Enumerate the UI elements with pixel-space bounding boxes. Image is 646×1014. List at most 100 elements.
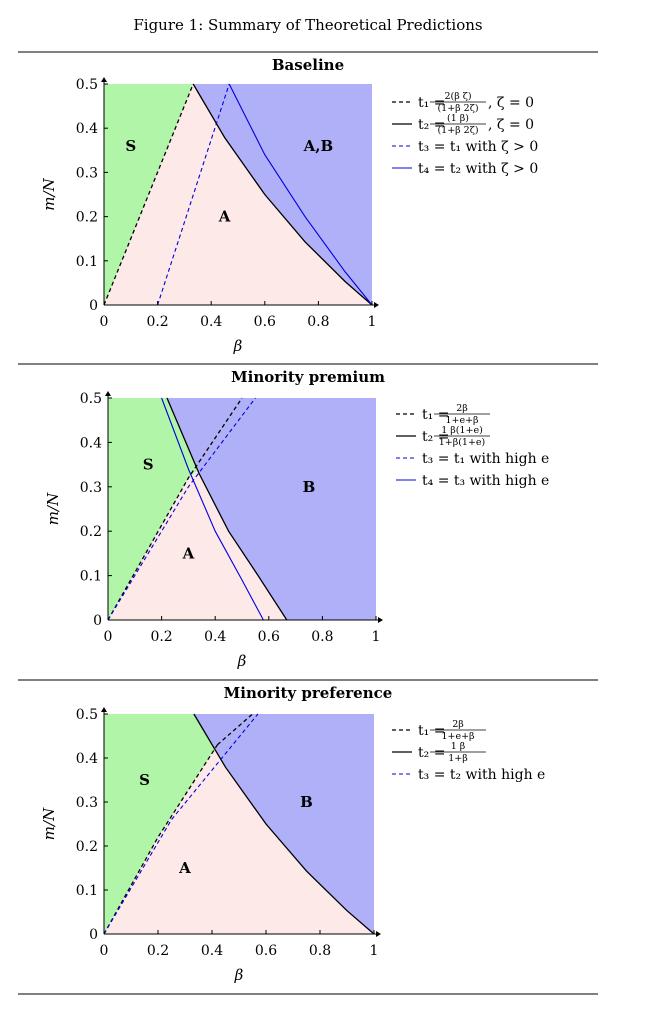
x-tick-label: 0.2 bbox=[146, 314, 168, 330]
legend: t₁ = 2(β ζ)(1+β 2ζ), ζ = 0t₂ = (1 β)(1+β 2… bbox=[392, 91, 538, 177]
y-tick-label: 0.1 bbox=[76, 254, 98, 270]
panel-3: Minority preference S A B 0 0.2 0.4 0.6 0.8 1 0 0.1… bbox=[18, 679, 598, 984]
legend-label-t1: t₁ = bbox=[418, 723, 445, 739]
legend-frac-num-t2: 1 β bbox=[451, 741, 466, 752]
legend-label-t4: t₄ = t₃ with high e bbox=[422, 473, 549, 489]
legend-label-t3: t₃ = t₁ with high e bbox=[422, 451, 549, 467]
curve-t2 bbox=[166, 397, 288, 621]
region-label-a: A bbox=[182, 544, 195, 562]
y-tick-label: 0.4 bbox=[76, 121, 98, 137]
y-tick-label: 0.5 bbox=[76, 707, 98, 723]
region-b bbox=[193, 84, 372, 305]
legend-label-t2: t₂ = bbox=[422, 429, 449, 445]
panel-1: Baseline S A A,B 0 0.2 0.4 0.6 0.8 1 0 0.1 0.2 0.3 0.4… bbox=[18, 51, 598, 355]
figure-title: Figure 1: Summary of Theoretical Predict… bbox=[133, 16, 482, 34]
y-tick-label: 0.1 bbox=[76, 883, 98, 899]
legend-frac-den-t2: 1+β bbox=[448, 753, 468, 764]
x-axis-label: β bbox=[233, 337, 243, 355]
x-tick-label: 0.4 bbox=[201, 943, 223, 959]
y-tick-label: 0.2 bbox=[76, 210, 98, 226]
x-tick-label: 0.8 bbox=[311, 629, 333, 645]
y-axis-arrow bbox=[101, 77, 107, 82]
y-tick-label: 0.3 bbox=[80, 480, 102, 496]
y-tick-label: 0.3 bbox=[76, 165, 98, 181]
y-tick-label: 0.4 bbox=[80, 435, 102, 451]
region-s bbox=[104, 714, 226, 934]
curve-t3 bbox=[107, 397, 256, 621]
y-axis-label: m/N bbox=[40, 807, 58, 840]
curve-t1 bbox=[103, 83, 194, 306]
region-label-b: B bbox=[300, 793, 313, 811]
region-b bbox=[193, 714, 374, 934]
region-label-b: A,B bbox=[303, 137, 334, 155]
y-axis-label: m/N bbox=[44, 492, 62, 525]
y-tick-label: 0.2 bbox=[80, 524, 102, 540]
x-tick-label: 0.2 bbox=[150, 629, 172, 645]
legend-tail-t1: , ζ = 0 bbox=[488, 95, 534, 111]
legend-frac-den-t1: 1+e+β bbox=[445, 415, 479, 426]
panel-title: Minority preference bbox=[224, 684, 393, 702]
legend-label-t3: t₃ = t₁ with ζ > 0 bbox=[418, 139, 538, 155]
panels: Baseline S A A,B 0 0.2 0.4 0.6 0.8 1 0 0.1 0.2 0.3 0.4… bbox=[18, 51, 598, 995]
x-tick-label: 0 bbox=[104, 629, 113, 645]
legend-frac-num-t2: 1 β(1+e) bbox=[441, 425, 483, 436]
panel-title: Minority premium bbox=[231, 368, 385, 386]
legend-label-t1: t₁ = bbox=[418, 95, 445, 111]
legend-frac-num-t1: 2β bbox=[452, 719, 464, 730]
curve-t1-upper bbox=[216, 713, 253, 746]
x-tick-label: 0 bbox=[100, 943, 109, 959]
panel-2: Minority premium S A B 0 0.2 0.4 0.6 0.8 1 0 0.1 0.2… bbox=[18, 363, 598, 670]
x-tick-label: 0.6 bbox=[255, 943, 277, 959]
y-tick-label: 0 bbox=[93, 613, 102, 629]
legend-frac-den-t1: (1+β 2ζ) bbox=[437, 103, 478, 114]
x-tick-label: 1 bbox=[370, 943, 379, 959]
legend-frac-num-t1: 2β bbox=[456, 403, 468, 414]
x-tick-label: 0.8 bbox=[307, 314, 329, 330]
legend-tail-t2: , ζ = 0 bbox=[488, 117, 534, 133]
y-axis-arrow bbox=[105, 391, 111, 396]
legend-frac-den-t2: (1+β 2ζ) bbox=[437, 125, 478, 136]
curve-t2 bbox=[193, 713, 375, 935]
y-tick-label: 0.1 bbox=[80, 569, 102, 585]
curve-t3 bbox=[103, 713, 259, 935]
x-axis-label: β bbox=[237, 652, 247, 670]
y-tick-label: 0.2 bbox=[76, 839, 98, 855]
x-axis-arrow bbox=[374, 302, 379, 308]
x-tick-label: 0.8 bbox=[309, 943, 331, 959]
region-label-s: S bbox=[143, 456, 154, 474]
legend-frac-num-t1: 2(β ζ) bbox=[444, 91, 471, 102]
region-label-a: A bbox=[218, 208, 231, 226]
y-tick-label: 0 bbox=[89, 298, 98, 314]
legend-frac-num-t2: (1 β) bbox=[447, 113, 469, 124]
region-b bbox=[167, 398, 376, 620]
legend-label-t4: t₄ = t₂ with ζ > 0 bbox=[418, 161, 538, 177]
y-tick-label: 0.5 bbox=[76, 77, 98, 93]
panel-title: Baseline bbox=[272, 56, 344, 74]
region-label-s: S bbox=[125, 137, 136, 155]
legend-label-t1: t₁ = bbox=[422, 407, 449, 423]
region-label-b: B bbox=[303, 478, 316, 496]
legend: t₁ = 2β1+e+β t₂ = 1 β1+β t₃ = t₂ with high e bbox=[392, 719, 545, 783]
y-tick-label: 0.3 bbox=[76, 795, 98, 811]
x-axis-arrow bbox=[378, 617, 383, 623]
x-tick-label: 0 bbox=[100, 314, 109, 330]
curve-t1 bbox=[103, 744, 218, 935]
curve-t4 bbox=[228, 83, 373, 306]
x-tick-label: 0.4 bbox=[200, 314, 222, 330]
x-tick-label: 0.6 bbox=[254, 314, 276, 330]
x-tick-label: 0.6 bbox=[258, 629, 280, 645]
curve-t4 bbox=[161, 397, 264, 621]
legend-frac-den-t1: 1+e+β bbox=[441, 731, 475, 742]
legend: t₁ = 2β1+e+β t₂ =1 β(1+e)1+β(1+e) t₃ = t₁ w… bbox=[396, 403, 549, 489]
region-label-s: S bbox=[139, 771, 150, 789]
y-axis-label: m/N bbox=[40, 177, 58, 210]
x-tick-label: 1 bbox=[372, 629, 381, 645]
x-tick-label: 0.2 bbox=[147, 943, 169, 959]
legend-label-t3: t₃ = t₂ with high e bbox=[418, 767, 545, 783]
y-tick-label: 0.5 bbox=[80, 391, 102, 407]
y-axis-arrow bbox=[101, 707, 107, 712]
x-axis-label: β bbox=[234, 966, 244, 984]
x-tick-label: 0.4 bbox=[204, 629, 226, 645]
legend-frac-den-t2: 1+β(1+e) bbox=[439, 437, 486, 448]
